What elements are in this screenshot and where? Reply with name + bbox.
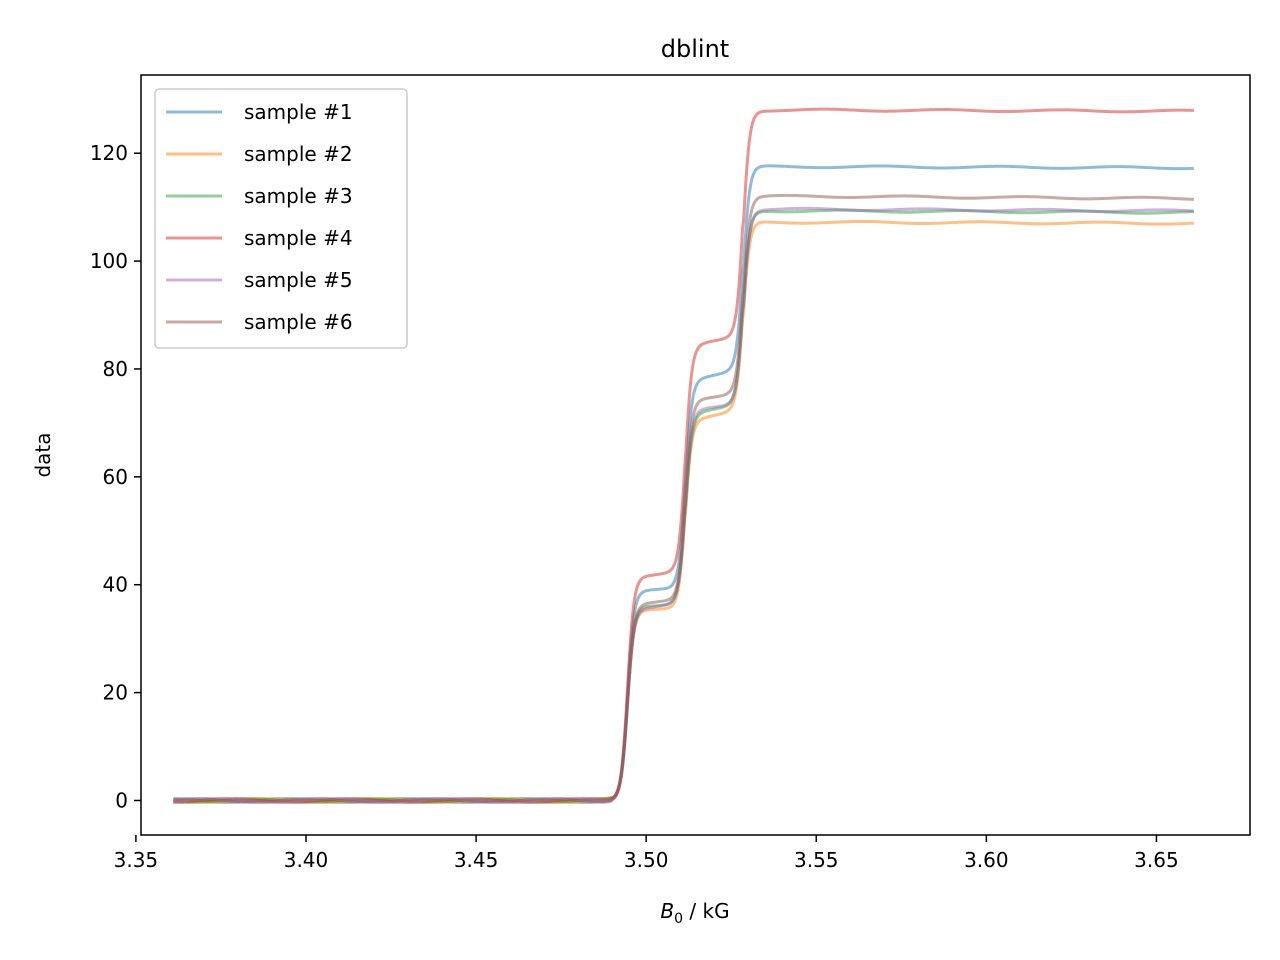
y-axis: 0 20 40 60 80 100 120 <box>90 141 141 812</box>
x-axis-label-symbol: B <box>660 899 674 923</box>
x-tick-label: 3.50 <box>624 848 669 872</box>
y-tick-label: 120 <box>90 141 128 165</box>
x-tick-label: 3.60 <box>964 848 1009 872</box>
legend-label: sample #4 <box>244 226 353 250</box>
x-axis-label: B0 / kG <box>660 899 729 927</box>
y-tick-label: 20 <box>103 681 128 705</box>
chart-title: dblint <box>661 35 729 63</box>
x-tick-label: 3.55 <box>794 848 839 872</box>
y-tick-label: 80 <box>103 357 128 381</box>
x-axis-label-unit: / kG <box>683 899 730 923</box>
series-layer <box>173 107 1194 804</box>
x-tick-label: 3.40 <box>284 848 329 872</box>
x-axis-label-subscript: 0 <box>674 911 683 927</box>
x-tick-label: 3.35 <box>114 848 159 872</box>
x-tick-label: 3.65 <box>1134 848 1179 872</box>
legend: sample #1 sample #2 sample #3 sample #4 samp… <box>154 88 408 349</box>
y-axis-label: data <box>31 432 55 477</box>
legend-label: sample #6 <box>244 310 353 334</box>
legend-label: sample #5 <box>244 268 353 292</box>
y-tick-label: 100 <box>90 249 128 273</box>
y-tick-label: 40 <box>103 573 128 597</box>
x-tick-label: 3.45 <box>454 848 499 872</box>
plot-frame <box>140 74 1251 836</box>
series-line-6 <box>173 193 1194 804</box>
y-tick-label: 60 <box>103 465 128 489</box>
legend-label: sample #3 <box>244 184 353 208</box>
legend-label: sample #1 <box>244 100 353 124</box>
x-axis: 3.35 3.40 3.45 3.50 3.55 3.60 3.65 <box>114 835 1179 872</box>
legend-label: sample #2 <box>244 142 353 166</box>
y-tick-label: 0 <box>115 788 128 812</box>
